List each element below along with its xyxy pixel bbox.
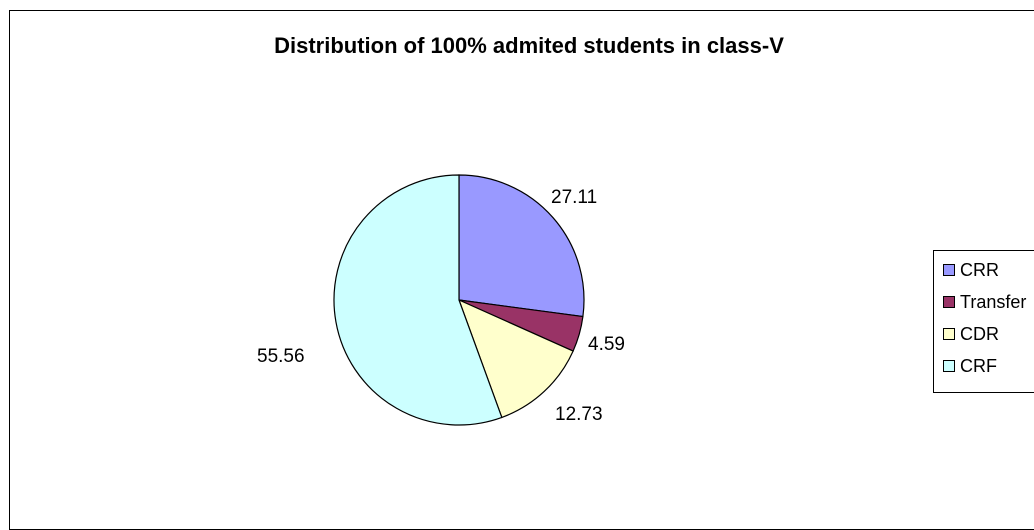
legend-swatch-crr [943, 264, 955, 276]
legend-label-crf: CRF [960, 355, 997, 376]
chart-area: Distribution of 100% admited students in… [9, 10, 1034, 530]
data-label-crr: 27.11 [551, 187, 598, 208]
data-label-transfer: 4.59 [588, 334, 625, 355]
legend-item-transfer: Transfer [943, 291, 1026, 313]
legend-swatch-cdr [943, 328, 955, 340]
legend-swatch-transfer [943, 296, 955, 308]
legend-item-crr: CRR [943, 259, 999, 281]
pie-slice-cdr [457, 298, 574, 419]
pie-slice-crf [333, 174, 503, 426]
chart-title: Distribution of 100% admited students in… [274, 33, 784, 58]
pie-slice-crr [458, 174, 585, 318]
legend: CRR Transfer CDR CRF [933, 250, 1034, 393]
data-label-cdr: 12.73 [555, 404, 603, 425]
legend-item-crf: CRF [943, 355, 997, 377]
legend-item-cdr: CDR [943, 323, 999, 345]
legend-label-transfer: Transfer [960, 291, 1027, 312]
data-label-crf: 55.56 [257, 346, 305, 367]
legend-swatch-crf [943, 360, 955, 372]
legend-label-crr: CRR [960, 259, 999, 280]
legend-label-cdr: CDR [960, 323, 999, 344]
pie-chart [333, 174, 585, 426]
